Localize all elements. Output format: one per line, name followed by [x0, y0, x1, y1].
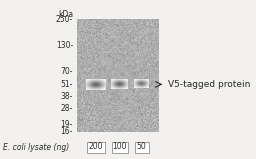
FancyBboxPatch shape: [87, 142, 105, 153]
Text: V5-tagged protein: V5-tagged protein: [168, 80, 250, 89]
Text: 200: 200: [89, 142, 103, 151]
Bar: [77, 19, 159, 132]
FancyBboxPatch shape: [134, 142, 149, 153]
Text: 51-: 51-: [61, 80, 73, 89]
Text: 250-: 250-: [56, 15, 73, 24]
Text: 70-: 70-: [60, 67, 73, 76]
Text: E. coli lysate (ng): E. coli lysate (ng): [3, 143, 69, 152]
Text: 38-: 38-: [61, 92, 73, 101]
Text: 100: 100: [113, 142, 127, 151]
Text: 19-: 19-: [61, 120, 73, 129]
FancyBboxPatch shape: [112, 142, 128, 153]
Text: 16-: 16-: [61, 128, 73, 136]
Text: 28-: 28-: [61, 104, 73, 114]
Text: 130-: 130-: [56, 41, 73, 50]
Text: kDa: kDa: [58, 10, 73, 19]
Text: 50: 50: [137, 142, 146, 151]
